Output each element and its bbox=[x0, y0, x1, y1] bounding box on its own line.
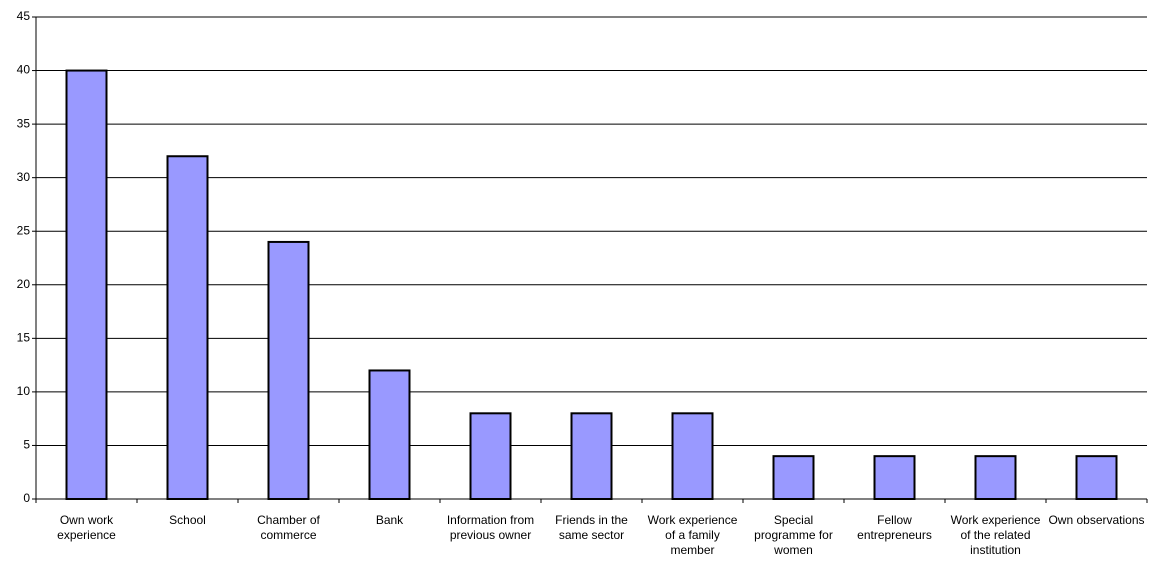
y-tick-label: 25 bbox=[17, 223, 31, 237]
bar bbox=[368, 369, 411, 501]
x-tick-label: Own work experience bbox=[57, 513, 116, 542]
y-tick-label: 10 bbox=[17, 384, 31, 398]
bar bbox=[65, 69, 108, 501]
bar bbox=[671, 412, 714, 500]
bar bbox=[166, 155, 209, 500]
x-tick-label: Friends in the same sector bbox=[555, 513, 628, 542]
y-tick-label: 15 bbox=[17, 331, 31, 345]
bar bbox=[469, 412, 512, 500]
x-tick-label: Work experience of a family member bbox=[647, 513, 738, 557]
x-tick-label: Information from previous owner bbox=[446, 513, 535, 542]
y-tick-label: 20 bbox=[17, 277, 31, 291]
x-tick-label: Special programme for women bbox=[754, 513, 833, 557]
x-tick-label: Bank bbox=[375, 513, 404, 527]
y-tick-label: 45 bbox=[17, 9, 31, 23]
x-tick-label: Work experience of the related instituti… bbox=[950, 513, 1041, 557]
bar bbox=[974, 455, 1017, 500]
bar bbox=[570, 412, 613, 500]
y-tick-label: 40 bbox=[17, 63, 31, 77]
x-tick-label: School bbox=[169, 513, 206, 527]
bar bbox=[267, 240, 310, 501]
y-tick-label: 0 bbox=[23, 491, 30, 505]
bar bbox=[772, 455, 815, 500]
y-tick-label: 5 bbox=[23, 438, 30, 452]
x-tick-label: Own observations bbox=[1048, 513, 1145, 527]
bar bbox=[873, 455, 916, 500]
x-tick-label: Fellow entrepreneurs bbox=[857, 513, 932, 542]
bar bbox=[1075, 455, 1118, 500]
y-tick-label: 35 bbox=[17, 116, 31, 130]
x-tick-label: Chamber of commerce bbox=[257, 513, 320, 542]
y-tick-label: 30 bbox=[17, 170, 31, 184]
